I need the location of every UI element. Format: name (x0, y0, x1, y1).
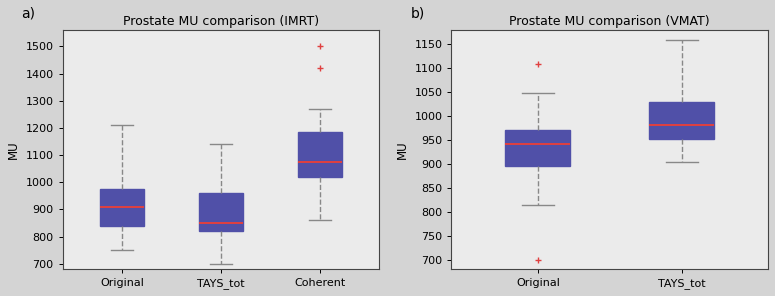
PathPatch shape (298, 132, 342, 177)
PathPatch shape (505, 130, 570, 166)
Text: a): a) (22, 7, 36, 20)
Title: Prostate MU comparison (VMAT): Prostate MU comparison (VMAT) (509, 15, 710, 28)
PathPatch shape (649, 102, 714, 139)
Text: b): b) (410, 7, 425, 20)
PathPatch shape (198, 193, 243, 231)
Y-axis label: MU: MU (7, 140, 20, 159)
Title: Prostate MU comparison (IMRT): Prostate MU comparison (IMRT) (123, 15, 319, 28)
PathPatch shape (100, 189, 144, 226)
Y-axis label: MU: MU (396, 140, 409, 159)
